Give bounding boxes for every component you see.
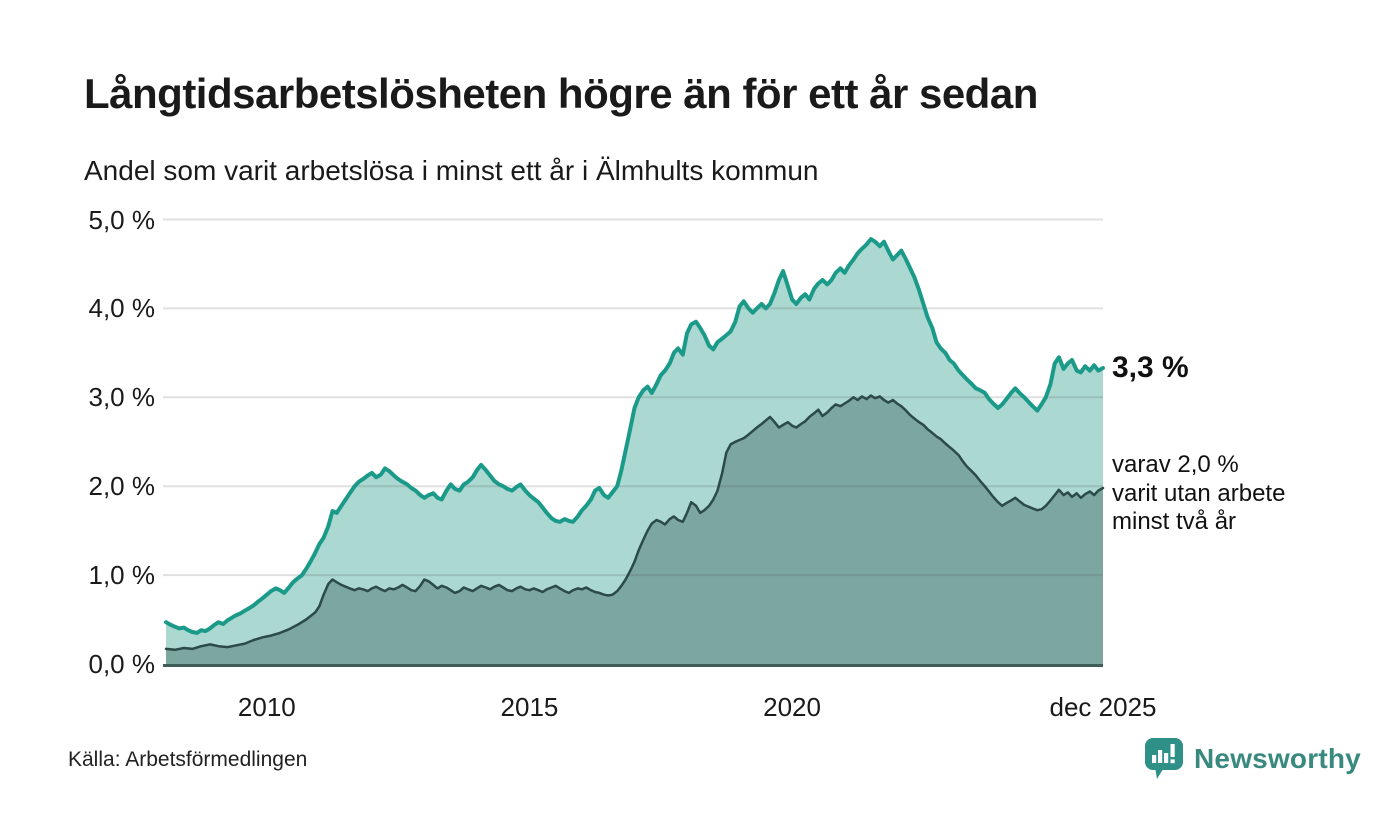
latest-value-annotation: 3,3 % — [1112, 351, 1189, 384]
newsworthy-speech-bubble-bar-chart-icon — [1145, 738, 1183, 779]
secondary-annotation-line: varav 2,0 % — [1112, 451, 1239, 478]
y-axis-tick-label: 4,0 % — [88, 293, 156, 324]
y-axis-tick-label: 5,0 % — [88, 204, 156, 235]
y-axis-tick-label: 3,0 % — [88, 382, 156, 413]
source-credit: Källa: Arbetsförmedlingen — [68, 748, 308, 771]
chart-subtitle: Andel som varit arbetslösa i minst ett å… — [84, 155, 819, 186]
y-axis-tick-label: 1,0 % — [88, 560, 156, 591]
x-axis-tick-label: 2020 — [763, 692, 821, 722]
secondary-annotation-line: varit utan arbete — [1112, 479, 1286, 507]
x-axis-tick-label: 2015 — [500, 692, 559, 722]
series-line-unemployed-min-one-year — [164, 237, 1105, 635]
series-line-unemployed-min-two-years — [164, 394, 1105, 652]
secondary-annotation-line: minst två år — [1112, 508, 1237, 535]
y-axis-tick-label: 0,0 % — [88, 649, 156, 679]
series-area-unemployed-min-two-years — [166, 395, 1103, 664]
x-axis-tick-label: dec 2025 — [1049, 692, 1157, 722]
x-axis-tick-label: 2010 — [237, 692, 296, 722]
secondary-value-annotation: varav 2,0 % varit utan arbete minst två … — [1112, 451, 1285, 537]
y-axis-tick-label: 2,0 % — [88, 471, 156, 502]
brand-logo: Newsworthy — [1143, 736, 1361, 782]
brand-wordmark: Newsworthy — [1194, 743, 1361, 774]
page-title: Långtidsarbetslösheten högre än för ett … — [84, 70, 1038, 117]
